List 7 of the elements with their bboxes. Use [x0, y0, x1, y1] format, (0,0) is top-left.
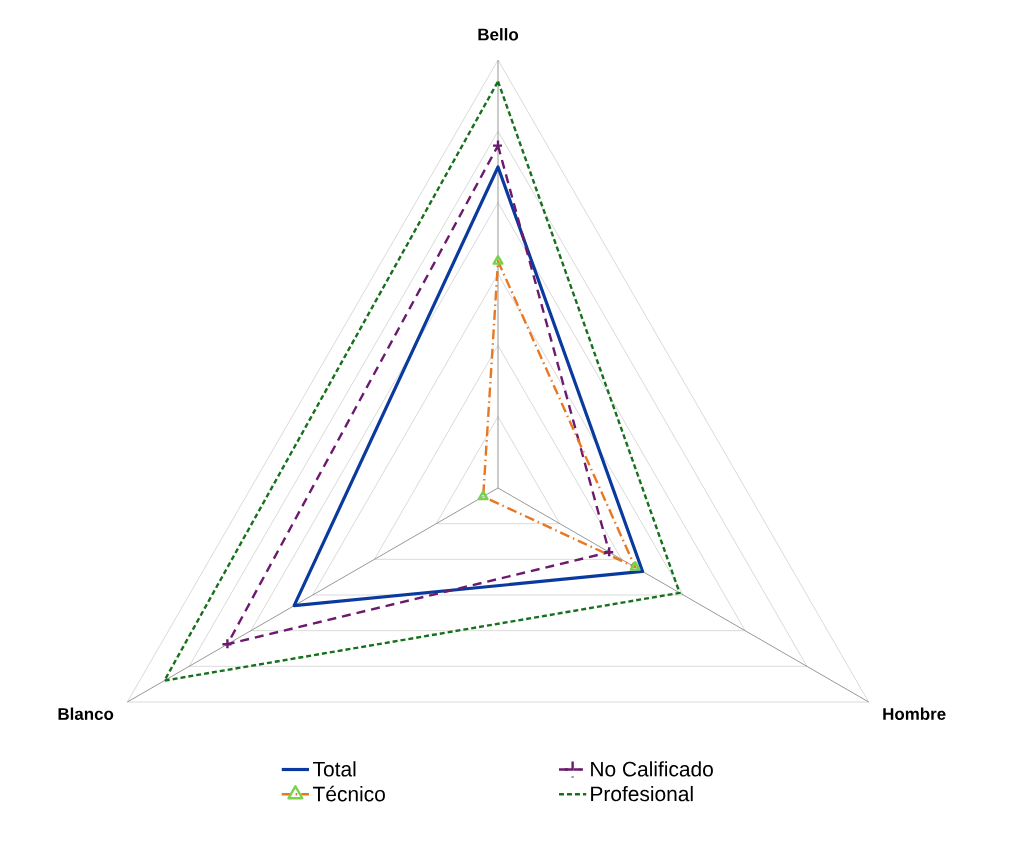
spoke-label: Blanco — [58, 707, 114, 720]
spoke-label: Hombre — [883, 707, 946, 720]
legend-label: Profesional — [591, 785, 693, 802]
legend-label: No Calificado — [591, 761, 713, 777]
spoke-label: Bello — [478, 28, 519, 41]
legend-label: Total — [313, 761, 356, 777]
legend-label: Técnico — [313, 785, 385, 802]
